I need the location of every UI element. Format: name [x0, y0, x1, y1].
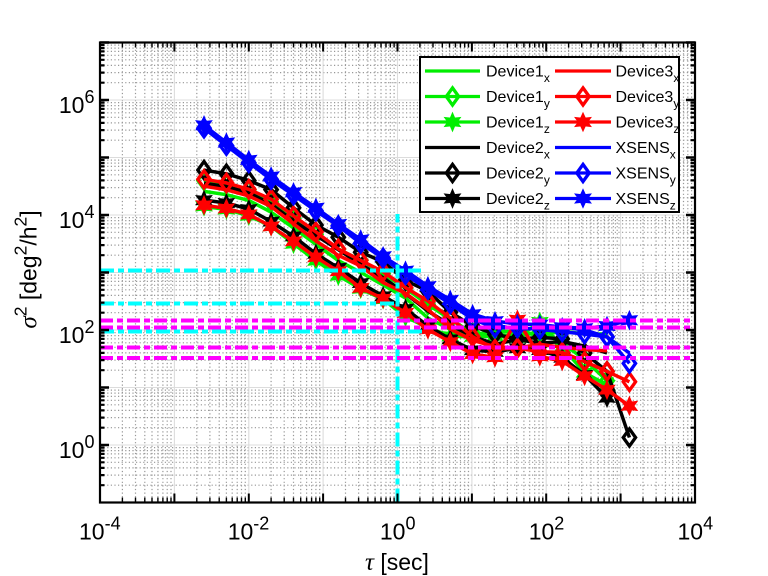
svg-text:Device1z: Device1z: [486, 115, 550, 137]
svg-text:Device3y: Device3y: [616, 89, 680, 111]
svg-text:XSENSy: XSENSy: [616, 166, 676, 188]
svg-text:Device1x: Device1x: [486, 64, 550, 86]
svg-text:102: 102: [529, 514, 565, 545]
svg-text:Device3x: Device3x: [616, 64, 680, 86]
svg-text:Device2x: Device2x: [486, 140, 550, 162]
svg-text:Device1y: Device1y: [486, 89, 550, 111]
svg-text:XSENSz: XSENSz: [616, 191, 676, 213]
svg-text:XSENSx: XSENSx: [616, 140, 676, 162]
svg-text:Device2y: Device2y: [486, 166, 550, 188]
svg-text:σ2 [deg2/h2]: σ2 [deg2/h2]: [11, 210, 43, 328]
svg-text:τ [sec]: τ [sec]: [365, 549, 429, 576]
svg-text:Device2z: Device2z: [486, 191, 550, 213]
svg-text:106: 106: [59, 87, 95, 118]
svg-text:104: 104: [59, 202, 95, 233]
svg-text:Device3z: Device3z: [616, 115, 680, 137]
